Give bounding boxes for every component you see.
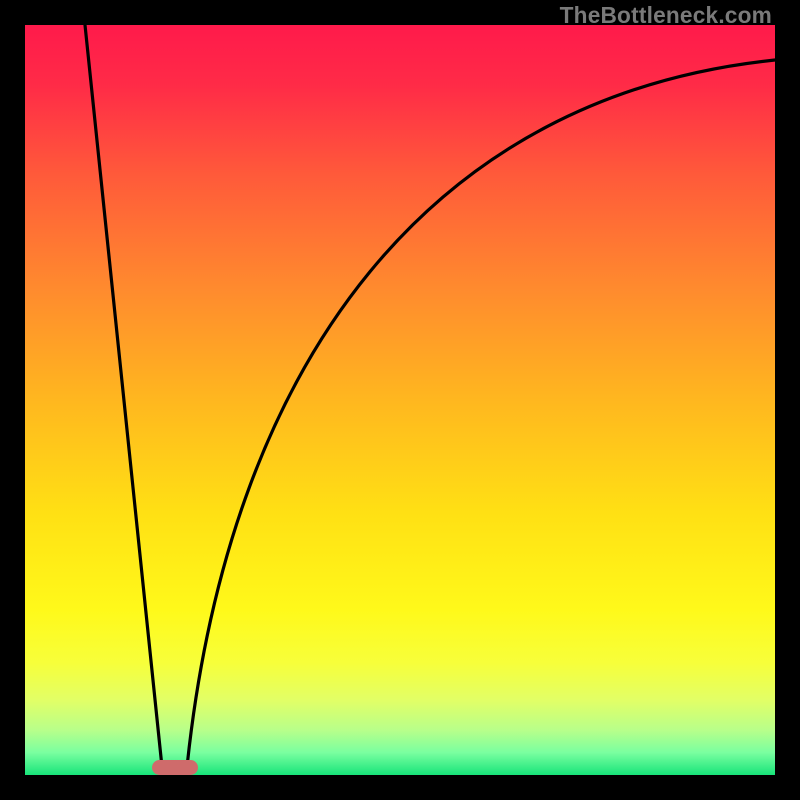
curve-right-branch	[187, 60, 775, 767]
chart-frame: TheBottleneck.com	[0, 0, 800, 800]
watermark-text: TheBottleneck.com	[560, 2, 772, 29]
bottleneck-curve	[25, 25, 775, 775]
plot-area	[25, 25, 775, 775]
optimal-marker	[152, 760, 198, 775]
curve-left-branch	[85, 25, 162, 767]
